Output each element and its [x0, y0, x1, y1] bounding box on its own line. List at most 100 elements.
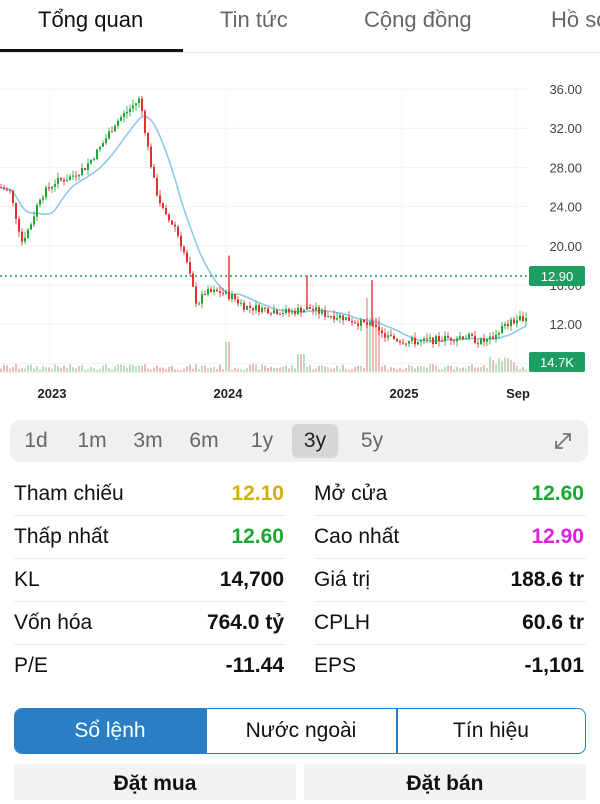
- volume-bar: [6, 365, 8, 372]
- volume-bar: [408, 364, 410, 372]
- candle: [363, 319, 365, 323]
- segment-foreign[interactable]: Nước ngoài: [245, 719, 357, 742]
- volume-bar: [366, 297, 368, 372]
- volume-bar: [279, 367, 281, 372]
- candle: [378, 326, 380, 331]
- candle: [312, 308, 314, 311]
- volume-bar: [174, 369, 176, 372]
- volume-bar: [519, 369, 521, 372]
- price-chart-svg[interactable]: 36.0032.0028.0024.0020.0016.0012.008.00 …: [0, 52, 600, 407]
- candle: [384, 333, 386, 338]
- tab-profile[interactable]: Hồ sơ: [551, 7, 600, 32]
- segment-order-book[interactable]: Sổ lệnh: [15, 709, 205, 753]
- volume-bar: [171, 365, 173, 372]
- candle: [510, 319, 512, 327]
- range-5y[interactable]: 5y: [360, 429, 384, 452]
- volume-bar: [156, 365, 158, 372]
- moving-average-line: [0, 115, 527, 343]
- volume-bar: [228, 342, 230, 372]
- volume-bar: [216, 369, 218, 372]
- volume-bar: [141, 365, 143, 372]
- volume-bar: [405, 368, 407, 372]
- range-6m[interactable]: 6m: [189, 429, 219, 452]
- tab-news[interactable]: Tin tức: [220, 7, 288, 32]
- volume-bar: [495, 364, 497, 372]
- volume-bar: [414, 368, 416, 372]
- candle: [402, 342, 404, 344]
- volume-bar: [57, 366, 59, 372]
- volume-bar: [345, 368, 347, 372]
- candle: [417, 341, 419, 345]
- y-tick-label: 20.00: [549, 239, 582, 254]
- range-3y[interactable]: 3y: [292, 424, 338, 458]
- candle: [261, 307, 263, 313]
- volume-bar: [510, 359, 512, 372]
- volume-bar: [192, 368, 194, 372]
- range-1d[interactable]: 1d: [24, 429, 48, 452]
- price-chart[interactable]: 36.0032.0028.0024.0020.0016.0012.008.00 …: [0, 52, 600, 407]
- volume-bar: [489, 356, 491, 372]
- stat-value-shares: 60.6 tr: [522, 611, 584, 634]
- candle: [483, 338, 485, 342]
- candle: [12, 190, 14, 203]
- candle: [522, 316, 524, 322]
- volume-bar: [252, 364, 254, 372]
- stat-value-pe: -11.44: [225, 654, 284, 677]
- candle: [111, 131, 113, 133]
- candle: [120, 117, 122, 121]
- candle: [372, 322, 374, 325]
- candle: [465, 338, 467, 340]
- volume-bar: [390, 367, 392, 372]
- candle: [276, 310, 278, 315]
- volume-bar: [315, 368, 317, 372]
- volume-bar: [387, 369, 389, 372]
- candle: [132, 105, 134, 109]
- candle: [345, 317, 347, 321]
- sell-order-header[interactable]: Đặt bán: [304, 764, 586, 800]
- candle: [213, 289, 215, 293]
- stat-value-eps: -1,101: [524, 654, 584, 677]
- volume-bar: [60, 367, 62, 372]
- range-1m[interactable]: 1m: [77, 429, 107, 452]
- candle: [231, 294, 233, 300]
- volume-bar: [444, 367, 446, 372]
- candle: [192, 273, 194, 287]
- candle: [351, 320, 353, 323]
- candle: [6, 189, 8, 191]
- volume-bar: [525, 369, 527, 372]
- candle: [396, 339, 398, 342]
- volume-badge-text: 14.7K: [540, 355, 574, 370]
- segment-signals[interactable]: Tín hiệu: [453, 719, 529, 742]
- volume-bar: [24, 368, 26, 372]
- range-3m[interactable]: 3m: [133, 429, 163, 452]
- volume-bar: [135, 366, 137, 372]
- expand-icon[interactable]: [552, 430, 574, 452]
- candle: [375, 324, 377, 327]
- tab-overview[interactable]: Tổng quan: [38, 7, 144, 32]
- volume-bar: [111, 369, 113, 372]
- candle: [432, 337, 434, 345]
- volume-bar: [237, 368, 239, 372]
- range-1y[interactable]: 1y: [250, 429, 274, 452]
- candle: [243, 302, 245, 310]
- y-tick-label: 32.00: [549, 121, 582, 136]
- volume-bar: [195, 364, 197, 372]
- volume-bar: [255, 364, 257, 372]
- candle: [489, 336, 491, 339]
- volume-bar: [402, 369, 404, 372]
- buy-order-header[interactable]: Đặt mua: [14, 764, 296, 800]
- volume-bar: [465, 368, 467, 372]
- candle: [75, 175, 77, 177]
- volume-bar: [339, 369, 341, 372]
- volume-bar: [261, 364, 263, 372]
- volume-bar: [96, 369, 98, 372]
- volume-bar: [429, 364, 431, 372]
- volume-bar: [90, 367, 92, 372]
- candle: [222, 292, 224, 294]
- tab-community[interactable]: Cộng đồng: [364, 7, 472, 32]
- candle: [96, 149, 98, 160]
- stat-label-shares: CPLH: [314, 611, 371, 634]
- volume-bar: [27, 365, 29, 372]
- volume-bar: [114, 366, 116, 372]
- candle: [150, 146, 152, 167]
